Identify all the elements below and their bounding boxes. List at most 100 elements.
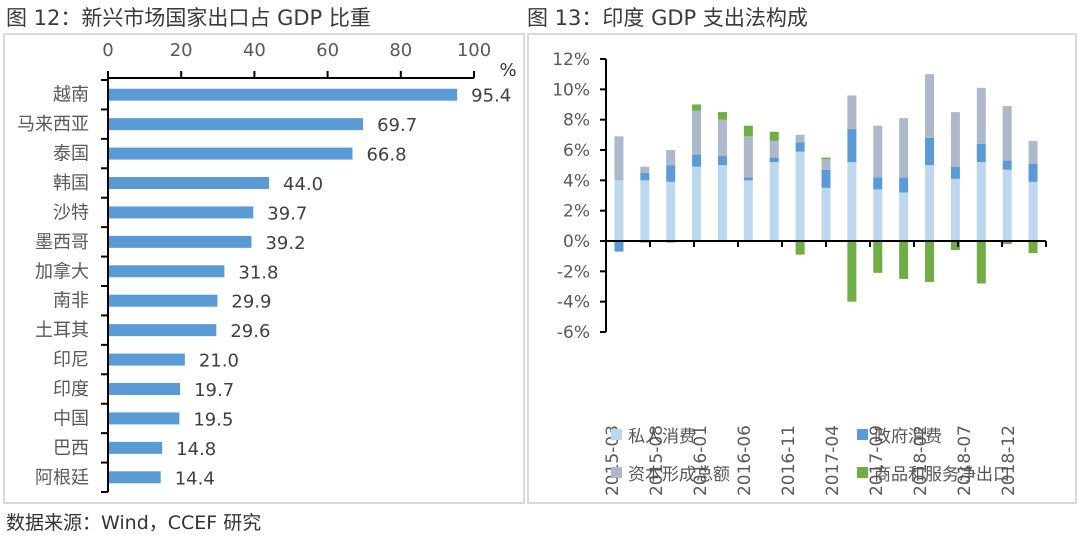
data-label: 39.7 — [267, 203, 307, 224]
bar-segment-2 — [614, 241, 624, 252]
y-tick-label: 4% — [563, 171, 590, 191]
category-label: 巴西 — [53, 438, 89, 459]
bar-segment-1 — [614, 180, 624, 241]
bar-segment-1 — [795, 151, 805, 241]
category-label: 土耳其 — [35, 320, 89, 341]
bar-segment-3 — [925, 74, 935, 138]
bar — [109, 88, 458, 101]
x-tick-label: 2018-12 — [999, 425, 1019, 496]
bar-segment-1 — [976, 162, 986, 241]
category-label: 墨西哥 — [35, 232, 89, 253]
category-label: 印度 — [53, 379, 89, 400]
bar-segment-4 — [873, 241, 883, 273]
data-label: 66.8 — [366, 145, 406, 166]
data-label: 44.0 — [283, 174, 323, 195]
bar-segment-3 — [1028, 140, 1038, 164]
data-label: 95.4 — [471, 86, 511, 107]
bar — [109, 383, 181, 395]
bar-segment-2 — [717, 156, 727, 166]
bar-segment-4 — [743, 125, 753, 137]
legend-item: 私人消费 — [611, 422, 696, 447]
bar-segment-4 — [769, 131, 779, 141]
bar — [109, 324, 217, 337]
x-tick-label: 2015-03 — [603, 425, 623, 496]
category-label: 南非 — [53, 291, 89, 312]
y-tick-label: 6% — [563, 141, 590, 161]
left-chart-frame — [3, 33, 525, 504]
bar-segment-1 — [950, 178, 960, 241]
bar-segment-2 — [1002, 160, 1012, 170]
bar-segment-3 — [950, 112, 960, 167]
x-tick-label: 2016-06 — [735, 425, 755, 496]
bar-segment-3 — [795, 134, 805, 143]
bar-segment-4 — [976, 241, 986, 284]
legend-label: 资本形成总额 — [628, 465, 730, 485]
x-tick-label: 2018-02 — [911, 425, 931, 496]
bar-segment-1 — [1002, 169, 1012, 241]
bar — [109, 206, 254, 219]
bar-segment-1 — [692, 166, 702, 241]
bar — [109, 235, 252, 248]
bar-segment-3 — [976, 87, 986, 144]
bar-segment-3 — [769, 140, 779, 158]
legend-item: 资本形成总额 — [611, 460, 730, 485]
data-label: 19.7 — [194, 380, 234, 401]
category-label: 马来西亚 — [17, 114, 89, 135]
data-label: 39.2 — [265, 233, 305, 254]
x-tick-label: 2018-07 — [955, 425, 975, 496]
category-label: 沙特 — [53, 202, 89, 223]
bar — [109, 294, 218, 307]
bar-segment-3 — [692, 110, 702, 155]
y-tick-label: -6% — [557, 323, 590, 343]
bar-segment-3 — [847, 95, 857, 129]
bar-segment-4 — [925, 241, 935, 282]
bar-segment-2 — [873, 177, 883, 190]
bar-segment-2 — [640, 172, 650, 181]
data-label: 14.8 — [176, 439, 216, 460]
right-figure-title: 图 13：印度 GDP 支出法构成 — [527, 6, 808, 30]
y-tick-label: 2% — [563, 202, 590, 222]
data-label: 14.4 — [175, 468, 215, 489]
y-tick-label: 12% — [552, 50, 590, 70]
bar-segment-1 — [769, 162, 779, 241]
legend-item: 商品和服务净出口 — [857, 460, 1010, 485]
bar-segment-2 — [847, 128, 857, 163]
bar — [109, 471, 161, 484]
left-figure-title: 图 12：新兴市场国家出口占 GDP 比重 — [6, 6, 371, 30]
legend-label: 政府消费 — [874, 427, 942, 447]
y-tick-label: 10% — [552, 80, 590, 100]
bar-segment-2 — [795, 142, 805, 152]
x-tick-label: 2017-09 — [867, 425, 887, 496]
bar-segment-1 — [925, 165, 935, 241]
legend-label: 商品和服务净出口 — [874, 465, 1010, 485]
bar-segment-1 — [743, 180, 753, 241]
bar-segment-2 — [821, 169, 831, 188]
data-source-note: 数据来源：Wind，CCEF 研究 — [6, 512, 262, 534]
legend-swatch — [611, 429, 622, 440]
legend-swatch — [611, 467, 622, 478]
bar-segment-4 — [821, 157, 831, 160]
x-tick-label: 80 — [389, 40, 412, 61]
bar-segment-1 — [717, 165, 727, 241]
legend-label: 私人消费 — [628, 427, 696, 447]
bar — [109, 177, 270, 189]
bar-segment-2 — [769, 157, 779, 163]
legend-swatch — [857, 467, 868, 478]
bar-segment-2 — [743, 177, 753, 181]
category-label: 阿根廷 — [35, 467, 89, 488]
data-label: 29.6 — [230, 321, 270, 342]
x-tick-label: 20 — [170, 40, 193, 61]
y-tick-label: 0% — [563, 232, 590, 252]
bar-segment-3 — [821, 159, 831, 170]
category-label: 加拿大 — [35, 260, 89, 282]
data-label: 29.9 — [231, 292, 271, 313]
bar-segment-2 — [950, 166, 960, 179]
bar — [109, 118, 364, 131]
y-tick-label: -2% — [557, 262, 590, 282]
data-label: 69.7 — [377, 115, 417, 136]
bar-segment-3 — [717, 119, 727, 157]
data-label: 31.8 — [238, 262, 278, 283]
x-tick-label: 2015-08 — [647, 425, 667, 496]
bar-segment-4 — [692, 104, 702, 111]
